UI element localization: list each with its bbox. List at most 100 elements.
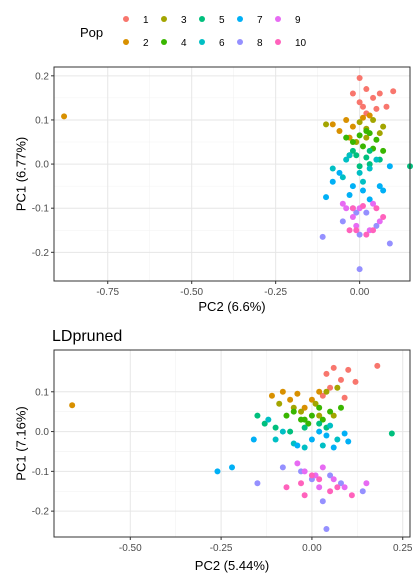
point-pop-1 [341, 394, 348, 401]
point-pop-5 [349, 147, 356, 154]
point-pop-9 [339, 200, 346, 207]
x-tick-label: -0.25 [264, 287, 287, 298]
point-pop-3 [298, 408, 305, 415]
legend-items: 1 2 3 4 5 6 7 8 9 10 [123, 15, 307, 49]
point-pop-10 [363, 231, 370, 238]
point-pop-2 [359, 114, 366, 121]
point-pop-1 [327, 384, 334, 391]
point-pop-6 [334, 436, 341, 443]
x-tick-label: 0.25 [393, 543, 413, 554]
point-pop-8 [319, 233, 326, 240]
x-tick-label: -0.50 [180, 287, 203, 298]
legend-label-1: 1 [143, 15, 149, 26]
point-pop-5 [272, 424, 279, 431]
legend-label-2: 2 [143, 38, 149, 49]
point-pop-7 [349, 183, 356, 190]
point-pop-8 [254, 480, 261, 487]
y-tick-label: -0.2 [32, 248, 50, 259]
panel-bottom-background [54, 350, 410, 537]
point-pop-5 [301, 424, 308, 431]
point-pop-4 [327, 408, 334, 415]
panel-bottom-border [53, 349, 411, 538]
point-pop-1 [373, 105, 380, 112]
point-pop-8 [356, 231, 363, 238]
legend-label-4: 4 [181, 38, 187, 49]
point-pop-1 [356, 75, 363, 82]
legend-title: Pop [80, 25, 103, 40]
panel-bottom: -0.50 -0.25 0.00 0.25 -0.2 -0.1 0.0 0.1 PC2 (5… [14, 328, 413, 573]
point-pop-2 [294, 390, 301, 397]
point-pop-6 [301, 444, 308, 451]
legend-label-3: 3 [181, 15, 187, 26]
point-pop-2 [279, 388, 286, 395]
point-pop-1 [383, 103, 390, 110]
point-pop-2 [308, 396, 315, 403]
point-pop-8 [319, 498, 326, 505]
point-pop-6 [339, 174, 346, 181]
legend-label-5: 5 [219, 15, 225, 26]
y-tick-label: 0.1 [35, 387, 49, 398]
point-pop-1 [330, 364, 337, 371]
point-pop-7 [229, 464, 235, 471]
point-pop-4 [308, 412, 315, 419]
point-pop-3 [316, 412, 323, 419]
point-pop-7 [386, 163, 393, 170]
point-pop-7 [323, 194, 330, 201]
legend-key-6 [199, 39, 205, 45]
point-pop-1 [356, 99, 363, 106]
legend-key-9 [275, 16, 281, 22]
point-pop-8 [363, 209, 370, 216]
legend-label-7: 7 [257, 15, 263, 26]
point-pop-8 [327, 472, 334, 479]
panel-top-x-ticks: -0.75 -0.50 -0.25 0.00 [96, 281, 370, 298]
point-pop-2 [268, 392, 275, 399]
point-pop-7 [359, 187, 366, 194]
point-pop-6 [359, 178, 366, 185]
x-tick-label: -0.50 [119, 543, 142, 554]
point-pop-4 [349, 139, 356, 146]
legend-key-7 [237, 16, 243, 22]
point-pop-5 [316, 420, 323, 427]
y-tick-label: -0.1 [32, 204, 50, 215]
x-tick-label: 0.00 [350, 287, 370, 298]
point-pop-10 [353, 227, 360, 234]
point-pop-9 [370, 200, 377, 207]
point-pop-8 [359, 488, 366, 495]
point-pop-4 [343, 134, 350, 141]
panel-top-y-axis-title: PC1 (6.77%) [14, 137, 29, 211]
legend-label-10: 10 [295, 38, 307, 49]
point-pop-2 [301, 404, 308, 411]
point-pop-7 [294, 442, 301, 449]
point-pop-6 [366, 165, 373, 172]
point-pop-10 [373, 205, 380, 212]
point-pop-8 [353, 209, 360, 216]
legend: Pop 1 2 3 4 5 6 7 8 9 10 [80, 15, 307, 49]
panel-top-y-ticks: -0.2 -0.1 0.0 0.1 0.2 [32, 71, 54, 259]
legend-key-8 [237, 39, 243, 45]
point-pop-10 [380, 214, 387, 221]
point-pop-10 [327, 488, 334, 495]
point-pop-7 [346, 191, 353, 198]
legend-key-4 [161, 39, 167, 45]
point-pop-6 [356, 169, 363, 176]
point-pop-10 [316, 476, 323, 483]
point-pop-7 [316, 428, 323, 435]
point-pop-7 [330, 444, 337, 451]
legend-key-5 [199, 16, 205, 22]
point-pop-5 [366, 161, 373, 168]
point-pop-5 [254, 412, 261, 419]
point-pop-4 [316, 404, 323, 411]
point-pop-6 [329, 165, 336, 172]
point-pop-4 [298, 416, 305, 423]
point-pop-6 [327, 422, 334, 429]
point-pop-2 [61, 113, 68, 120]
point-pop-9 [294, 460, 301, 467]
legend-key-10 [275, 39, 281, 45]
point-pop-4 [305, 420, 312, 427]
point-pop-9 [363, 480, 370, 487]
point-pop-5 [356, 163, 363, 170]
point-pop-10 [301, 492, 308, 499]
legend-key-2 [123, 39, 129, 45]
point-pop-9 [319, 464, 326, 471]
point-pop-1 [323, 370, 330, 377]
